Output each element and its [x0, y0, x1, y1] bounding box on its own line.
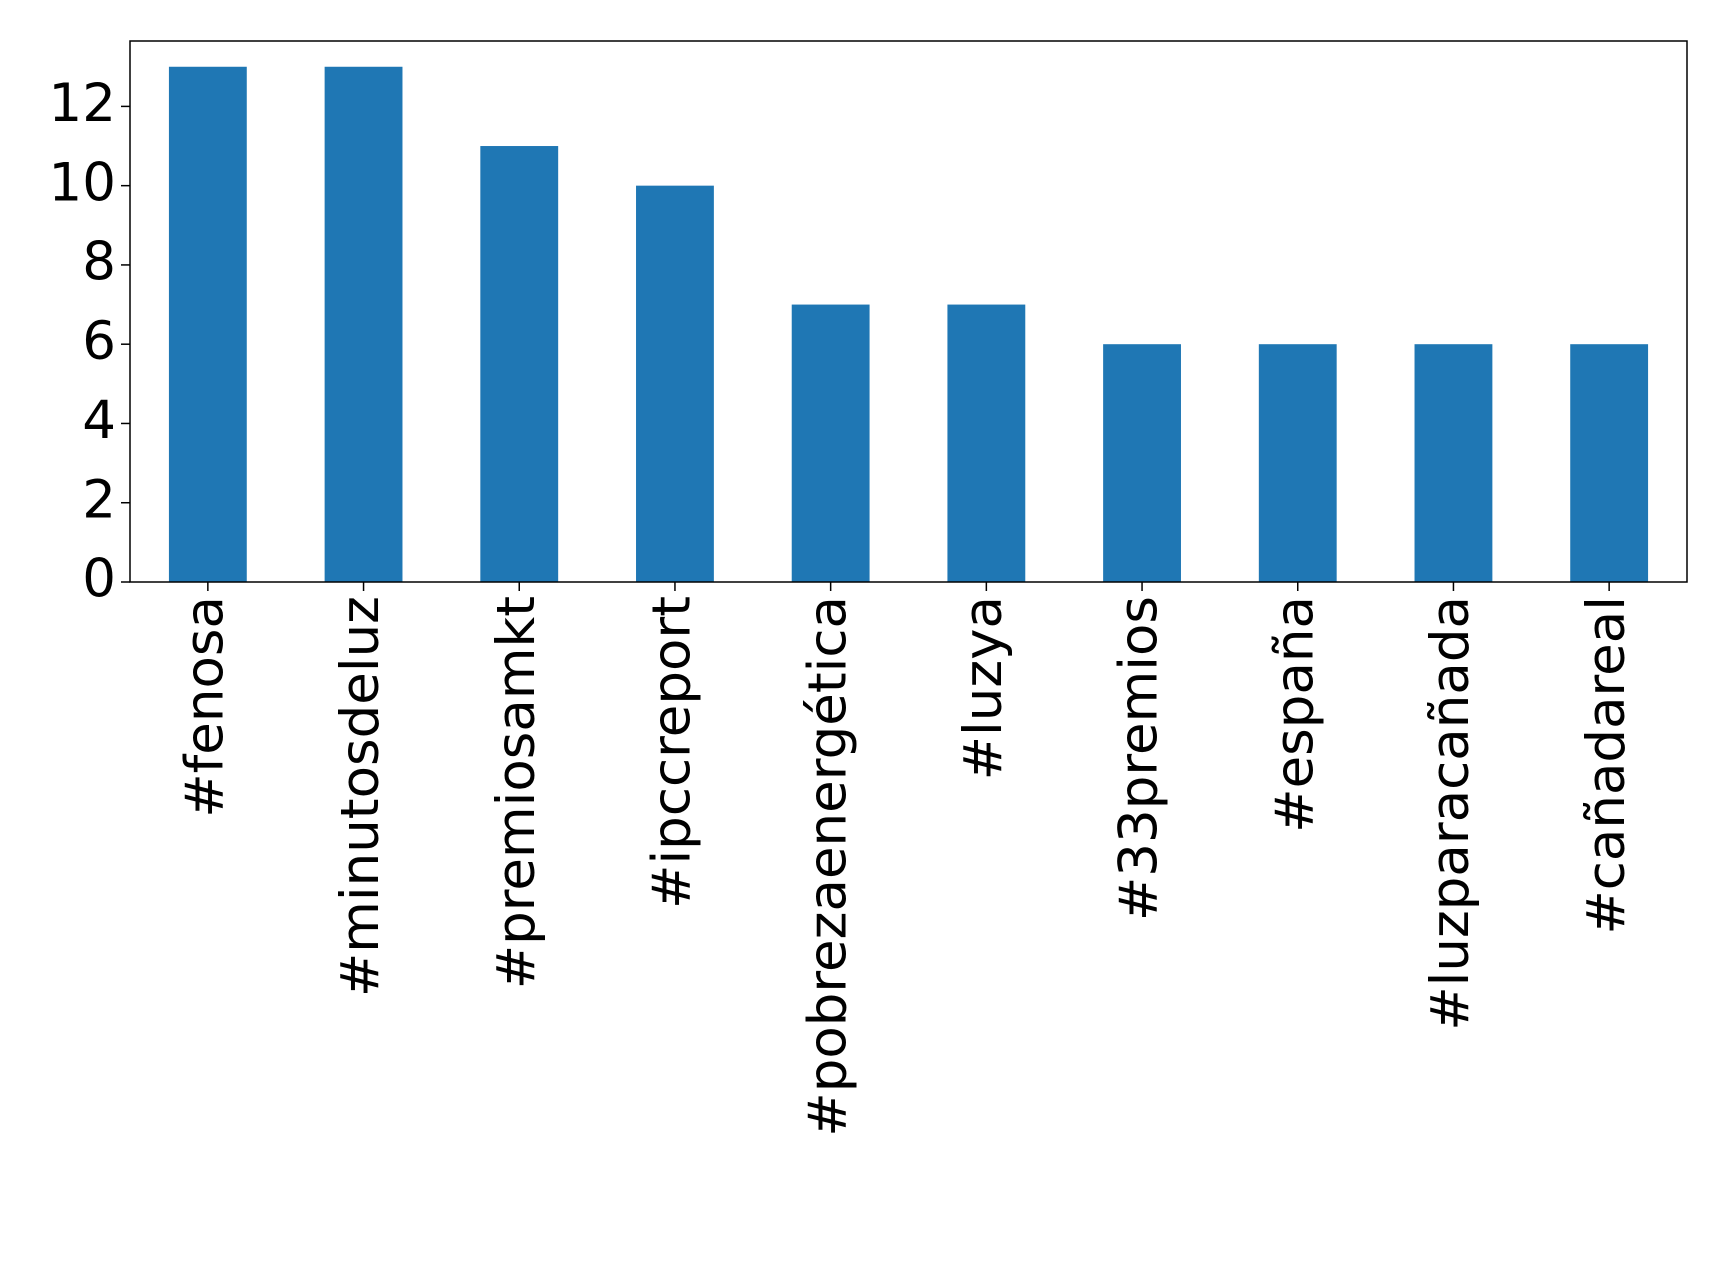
- y-tick-label: 10: [49, 152, 116, 213]
- x-tick-label: #minutosdeluz: [330, 596, 391, 997]
- x-tick-label: #pobrezaenergética: [797, 596, 858, 1137]
- bar: [636, 185, 714, 582]
- x-tick-label: #cañadareal: [1576, 596, 1637, 935]
- bar: [1258, 344, 1337, 582]
- y-tick-label: 12: [49, 73, 116, 134]
- bar: [947, 304, 1026, 582]
- x-tick-label: #luzya: [953, 596, 1014, 780]
- y-tick-label: 0: [82, 549, 116, 610]
- x-tick-label: #ipccreport: [642, 596, 703, 909]
- y-tick-label: 8: [82, 232, 116, 293]
- bar: [324, 66, 403, 582]
- y-tick-label: 4: [82, 390, 116, 451]
- bar: [1414, 344, 1493, 582]
- bar: [168, 66, 247, 582]
- x-tick-label: #premiosamkt: [486, 596, 547, 989]
- y-tick-label: 6: [82, 311, 116, 372]
- x-tick-label: #españa: [1264, 596, 1325, 833]
- bar: [1570, 344, 1649, 582]
- y-tick-label: 2: [82, 469, 116, 530]
- x-tick-label: #luzparacañada: [1420, 596, 1481, 1031]
- x-tick-label: #33premios: [1109, 596, 1170, 921]
- bar: [1103, 344, 1181, 582]
- plot-frame: [129, 40, 1688, 583]
- bar: [791, 304, 870, 582]
- bar: [480, 146, 559, 582]
- x-tick-label: #fenosa: [174, 596, 235, 818]
